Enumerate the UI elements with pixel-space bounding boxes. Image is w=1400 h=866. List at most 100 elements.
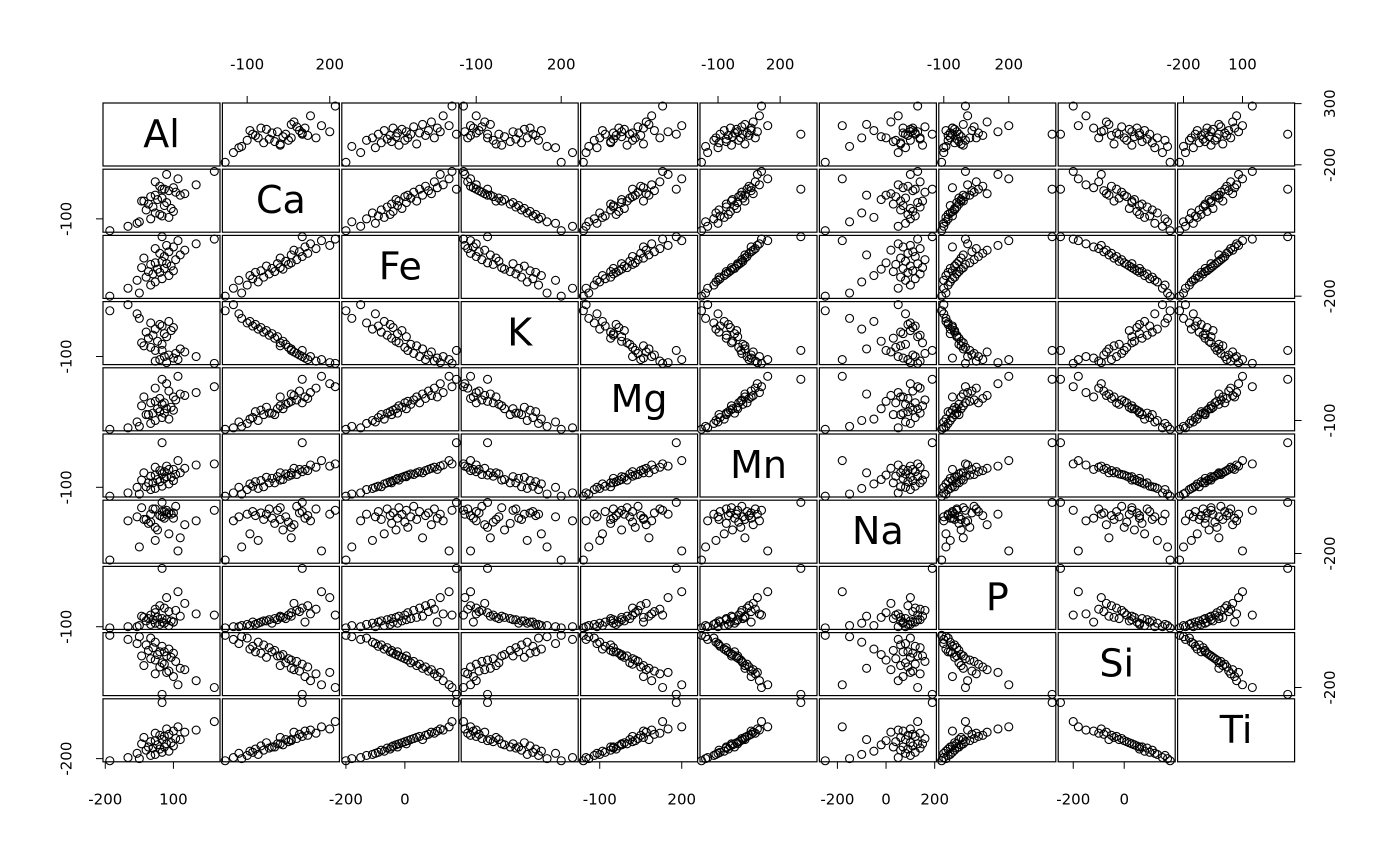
point bbox=[137, 338, 147, 348]
point bbox=[1188, 639, 1198, 649]
point bbox=[275, 503, 285, 513]
panel bbox=[938, 499, 1057, 564]
point bbox=[1127, 739, 1137, 749]
point bbox=[1237, 680, 1248, 690]
point bbox=[703, 423, 713, 433]
point bbox=[1119, 190, 1129, 200]
point bbox=[316, 121, 327, 131]
point bbox=[898, 123, 908, 133]
point bbox=[292, 255, 302, 265]
point bbox=[952, 505, 962, 515]
point bbox=[614, 206, 624, 216]
point bbox=[491, 139, 501, 149]
point bbox=[171, 395, 181, 405]
point bbox=[1206, 332, 1216, 342]
point bbox=[1096, 169, 1106, 179]
point bbox=[960, 358, 971, 368]
point bbox=[173, 546, 183, 556]
point bbox=[1147, 327, 1157, 337]
point bbox=[1214, 344, 1224, 354]
point bbox=[1226, 383, 1236, 393]
point bbox=[952, 651, 962, 661]
point bbox=[536, 746, 546, 756]
point bbox=[627, 128, 638, 138]
point bbox=[533, 633, 544, 643]
point bbox=[1232, 180, 1242, 190]
point bbox=[556, 424, 566, 434]
point bbox=[1004, 680, 1014, 690]
point bbox=[567, 423, 578, 433]
point bbox=[370, 143, 380, 153]
point bbox=[451, 345, 461, 355]
point bbox=[159, 659, 169, 669]
point bbox=[1137, 518, 1147, 528]
point bbox=[869, 270, 879, 281]
point bbox=[447, 717, 457, 727]
point bbox=[423, 186, 433, 196]
point bbox=[485, 533, 495, 543]
x-tick-label: 200 bbox=[766, 56, 795, 74]
point bbox=[438, 609, 448, 619]
point bbox=[367, 535, 377, 545]
point bbox=[497, 140, 507, 150]
point bbox=[1226, 244, 1236, 254]
point bbox=[465, 587, 476, 597]
point bbox=[105, 630, 115, 640]
point bbox=[499, 525, 510, 535]
point bbox=[1184, 418, 1194, 428]
point bbox=[281, 613, 291, 624]
point bbox=[581, 753, 591, 763]
point bbox=[1180, 300, 1191, 310]
point bbox=[356, 516, 366, 526]
point bbox=[379, 212, 389, 222]
point bbox=[155, 319, 165, 330]
point bbox=[927, 129, 937, 139]
point bbox=[1047, 129, 1057, 139]
point bbox=[696, 630, 706, 640]
point bbox=[638, 341, 649, 351]
point bbox=[1101, 347, 1111, 357]
point bbox=[898, 408, 908, 418]
point bbox=[305, 609, 316, 619]
point bbox=[228, 147, 238, 158]
point bbox=[927, 374, 937, 384]
point bbox=[458, 234, 469, 244]
point bbox=[589, 484, 599, 495]
point bbox=[1068, 234, 1078, 244]
point bbox=[893, 634, 903, 645]
point bbox=[137, 739, 147, 749]
point bbox=[915, 356, 925, 366]
point bbox=[740, 660, 750, 671]
point bbox=[750, 133, 760, 143]
point bbox=[463, 383, 473, 393]
point bbox=[150, 462, 160, 472]
point bbox=[903, 601, 913, 611]
point bbox=[418, 119, 428, 129]
point bbox=[965, 522, 975, 532]
point bbox=[191, 180, 201, 190]
y-tick-label: -200 bbox=[1321, 148, 1339, 182]
point bbox=[714, 514, 724, 525]
point bbox=[971, 728, 981, 738]
point bbox=[550, 748, 561, 758]
point bbox=[275, 253, 285, 263]
point bbox=[401, 615, 411, 625]
point bbox=[1237, 355, 1248, 365]
point bbox=[960, 682, 971, 693]
x-tick-label: -200 bbox=[329, 790, 363, 808]
point bbox=[460, 127, 470, 137]
point bbox=[242, 633, 252, 643]
point bbox=[1140, 316, 1150, 326]
point bbox=[379, 620, 389, 631]
point bbox=[886, 117, 896, 127]
point bbox=[171, 255, 181, 265]
point bbox=[150, 345, 160, 355]
point bbox=[1127, 611, 1137, 621]
point bbox=[971, 177, 981, 187]
point bbox=[180, 520, 190, 530]
point bbox=[1081, 351, 1091, 362]
panel bbox=[460, 168, 579, 233]
point bbox=[641, 245, 651, 255]
point bbox=[915, 244, 925, 254]
point bbox=[275, 660, 285, 671]
